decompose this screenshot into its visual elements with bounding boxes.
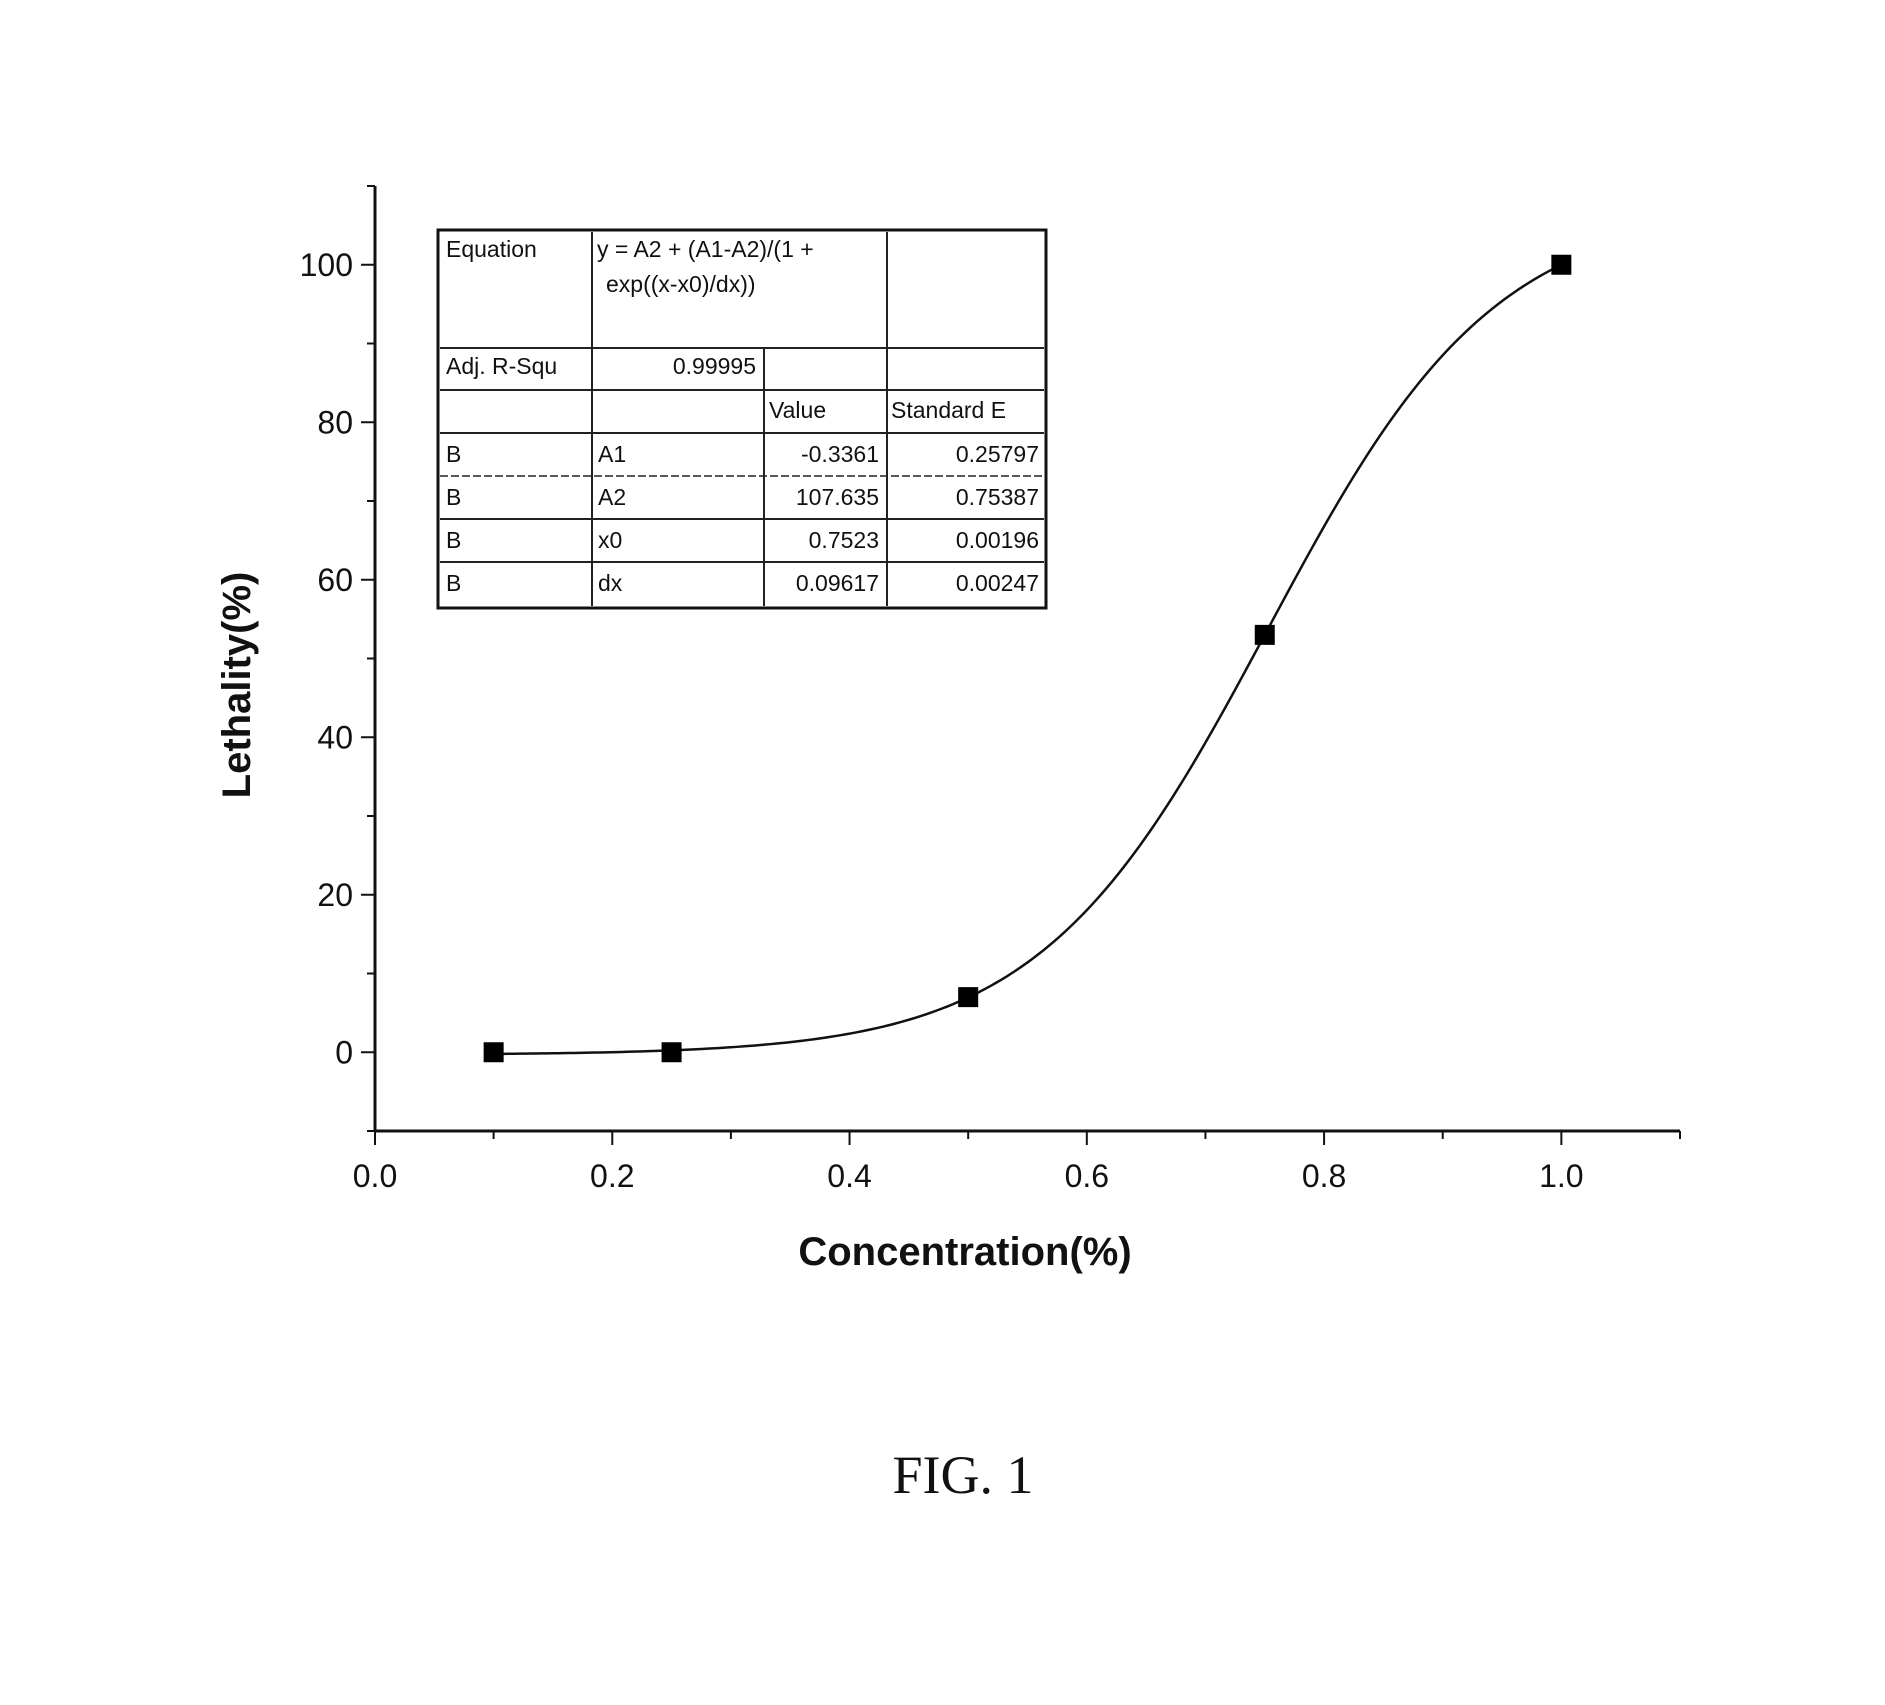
data-point: [1255, 625, 1275, 645]
y-tick-label: 0: [335, 1034, 353, 1070]
table-cell-dataset: B: [446, 527, 461, 553]
data-point: [484, 1042, 504, 1062]
table-cell-parameter: x0: [598, 527, 622, 553]
table-cell-std-error: 0.75387: [956, 484, 1039, 510]
table-cell-std-error: 0.00247: [956, 570, 1039, 596]
y-tick-label: 20: [317, 877, 353, 913]
y-tick-label: 100: [300, 247, 353, 283]
x-axis-ticks: 0.0 0.2 0.4 0.6 0.8 1.0: [353, 1131, 1680, 1194]
y-axis-title: Lethality(%): [215, 572, 259, 799]
x-tick-label: 0.4: [827, 1158, 871, 1194]
table-cell-std-error: 0.25797: [956, 441, 1039, 467]
x-tick-label: 1.0: [1539, 1158, 1583, 1194]
table-cell-dataset: B: [446, 484, 461, 510]
equation-line-1: y = A2 + (A1-A2)/(1 +: [597, 236, 814, 262]
equation-line-2: exp((x-x0)/dx)): [606, 271, 756, 297]
table-cell-dataset: B: [446, 570, 461, 596]
data-point: [958, 987, 978, 1007]
table-cell-value: 0.09617: [796, 570, 879, 596]
table-cell-value: 107.635: [796, 484, 879, 510]
fit-parameters-table: Equation y = A2 + (A1-A2)/(1 + exp((x-x0…: [438, 230, 1046, 608]
table-cell-parameter: A2: [598, 484, 626, 510]
adj-r-label: Adj. R-Squ: [446, 353, 557, 379]
y-tick-label: 80: [317, 404, 353, 440]
equation-label: Equation: [446, 236, 537, 262]
data-point: [662, 1042, 682, 1062]
y-axis-ticks: 0 20 40 60 80 100: [300, 186, 375, 1131]
x-tick-label: 0.6: [1065, 1158, 1109, 1194]
table-cell-parameter: dx: [598, 570, 623, 596]
value-header: Value: [769, 397, 826, 423]
figure-caption: FIG. 1: [892, 1445, 1033, 1505]
std-header: Standard E: [891, 397, 1006, 423]
x-tick-label: 0.0: [353, 1158, 397, 1194]
y-tick-label: 40: [317, 719, 353, 755]
table-cell-std-error: 0.00196: [956, 527, 1039, 553]
x-axis-title: Concentration(%): [798, 1230, 1131, 1274]
data-point: [1551, 255, 1571, 275]
table-cell-parameter: A1: [598, 441, 626, 467]
x-tick-label: 0.2: [590, 1158, 634, 1194]
adj-r-value: 0.99995: [673, 353, 756, 379]
y-tick-label: 60: [317, 562, 353, 598]
table-cell-dataset: B: [446, 441, 461, 467]
table-cell-value: 0.7523: [809, 527, 879, 553]
x-tick-label: 0.8: [1302, 1158, 1346, 1194]
table-cell-value: -0.3361: [801, 441, 879, 467]
